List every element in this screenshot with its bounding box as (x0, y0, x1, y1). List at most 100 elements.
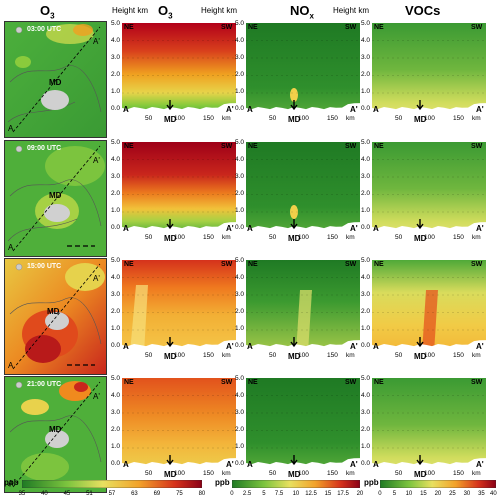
x-tick-label: 50 (395, 352, 403, 359)
sw-label: SW (221, 379, 233, 386)
x-tick-label: 150 (327, 234, 338, 241)
nox-column-title: NOx (290, 3, 314, 21)
time-label: 09:00 UTC (27, 145, 62, 152)
x-tick-label: 150 (327, 352, 338, 359)
a-label: A (8, 243, 14, 252)
y-tick-label: 1.0 (360, 207, 370, 214)
a-prime-label: A' (476, 224, 484, 233)
map-column-title: O3 (40, 3, 55, 21)
y-tick-label: 0.0 (110, 224, 120, 231)
y-tick-label: 1.0 (110, 443, 120, 450)
a-prime-label: A' (350, 105, 358, 114)
colorbar-tick-label: 35 (478, 491, 485, 497)
x-tick-label: 100 (298, 115, 309, 122)
y-tick-label: 5.0 (360, 20, 370, 27)
a-label: A (247, 224, 253, 233)
a-label: A (247, 460, 253, 469)
x-tick-label: 150 (203, 470, 214, 477)
x-tick-label: 50 (395, 470, 403, 477)
y-tick-label: 0.0 (110, 460, 120, 467)
y-tick-label: 4.0 (360, 274, 370, 281)
y-tick-label: 3.0 (234, 173, 244, 180)
x-tick-label: 50 (145, 234, 153, 241)
o3-cross-section-2: NE SW A A' (122, 260, 236, 353)
a-label: A (373, 342, 379, 351)
md-axis-label: MD (164, 352, 177, 361)
y-tick-label: 1.0 (110, 325, 120, 332)
a-prime-label: A' (226, 224, 234, 233)
colorbar-tick-label: 15 (420, 491, 427, 497)
vocs-cross-section-1: NE SW A A' (372, 142, 486, 235)
y-tick-label: 5.0 (110, 375, 120, 382)
md-label: MD (49, 425, 62, 434)
map-2100: 21:00 UTC MD A A' (4, 376, 107, 493)
y-tick-label: 5.0 (360, 139, 370, 146)
y-tick-label: 4.0 (110, 37, 120, 44)
x-tick-label: 50 (395, 234, 403, 241)
a-prime-label: A' (93, 156, 100, 165)
a-label: A (247, 342, 253, 351)
colorbar-tick-label: 35 (18, 491, 26, 497)
time-label: 21:00 UTC (27, 381, 62, 388)
colorbar-tick-label: 30 (463, 491, 471, 497)
y-tick-label: 0.0 (360, 460, 370, 467)
colorbar-tick-label: 20 (356, 491, 364, 497)
y-tick-label: 0.0 (360, 105, 370, 112)
vocs-cross-section-3: NE SW A A' (372, 378, 486, 471)
x-tick-label: 150 (453, 115, 464, 122)
colorbar-tick-label: 20 (434, 491, 442, 497)
nox-cross-section-3: NE SW A A' (246, 378, 360, 471)
x-tick-label: 100 (174, 234, 185, 241)
y-tick-label: 3.0 (360, 173, 370, 180)
a-prime-label: A' (476, 342, 484, 351)
o3-cross-section-3: NE SW A A' (122, 378, 236, 471)
y-tick-label: 3.0 (360, 291, 370, 298)
sw-label: SW (345, 379, 357, 386)
x-tick-label: 150 (453, 234, 464, 241)
height-axis-title-1: Height km (112, 6, 149, 15)
colorbar-tick-label: 40 (490, 491, 497, 497)
x-tick-label: 100 (298, 470, 309, 477)
y-tick-label: 4.0 (234, 274, 244, 281)
ne-label: NE (374, 379, 384, 386)
y-tick-label: 0.0 (110, 342, 120, 349)
a-prime-label: A' (93, 392, 100, 401)
sw-label: SW (345, 24, 357, 31)
x-tick-label: 150 (327, 470, 338, 477)
colorbar-tick-label: 45 (63, 491, 71, 497)
x-tick-label: 100 (298, 352, 309, 359)
o3-cross-section-1: NE SW A A' (122, 142, 236, 235)
y-tick-label: 5.0 (234, 375, 244, 382)
x-tick-label: 100 (298, 234, 309, 241)
y-tick-label: 0.0 (110, 105, 120, 112)
x-tick-label: 100 (424, 352, 435, 359)
x-tick-label: 50 (269, 115, 277, 122)
nox-colorbar (232, 480, 360, 488)
colorbar-tick-label: 5 (392, 491, 397, 497)
colorbar-tick-label: 51 (86, 491, 93, 497)
y-tick-label: 1.0 (360, 443, 370, 450)
ne-label: NE (248, 143, 258, 150)
ne-label: NE (248, 261, 258, 268)
vocs-colorbar (380, 480, 496, 488)
a-label: A (373, 224, 379, 233)
sw-label: SW (471, 143, 483, 150)
vocs-cross-section-0: NE SW A A' (372, 23, 486, 116)
a-label: A (8, 124, 14, 133)
y-tick-label: 1.0 (110, 207, 120, 214)
y-tick-label: 4.0 (234, 392, 244, 399)
y-tick-label: 4.0 (360, 37, 370, 44)
sw-label: SW (345, 143, 357, 150)
time-label: 03:00 UTC (27, 26, 62, 33)
a-prime-label: A' (476, 460, 484, 469)
colorbar-tick-label: 40 (41, 491, 48, 497)
a-label: A (8, 361, 14, 370)
colorbar-tick-label: 0 (230, 491, 234, 497)
y-tick-label: 5.0 (110, 139, 120, 146)
x-tick-label: 150 (327, 115, 338, 122)
ne-label: NE (124, 379, 134, 386)
y-tick-label: 5.0 (110, 257, 120, 264)
a-prime-label: A' (350, 224, 358, 233)
x-unit-label: km (222, 115, 231, 122)
y-tick-label: 4.0 (360, 392, 370, 399)
